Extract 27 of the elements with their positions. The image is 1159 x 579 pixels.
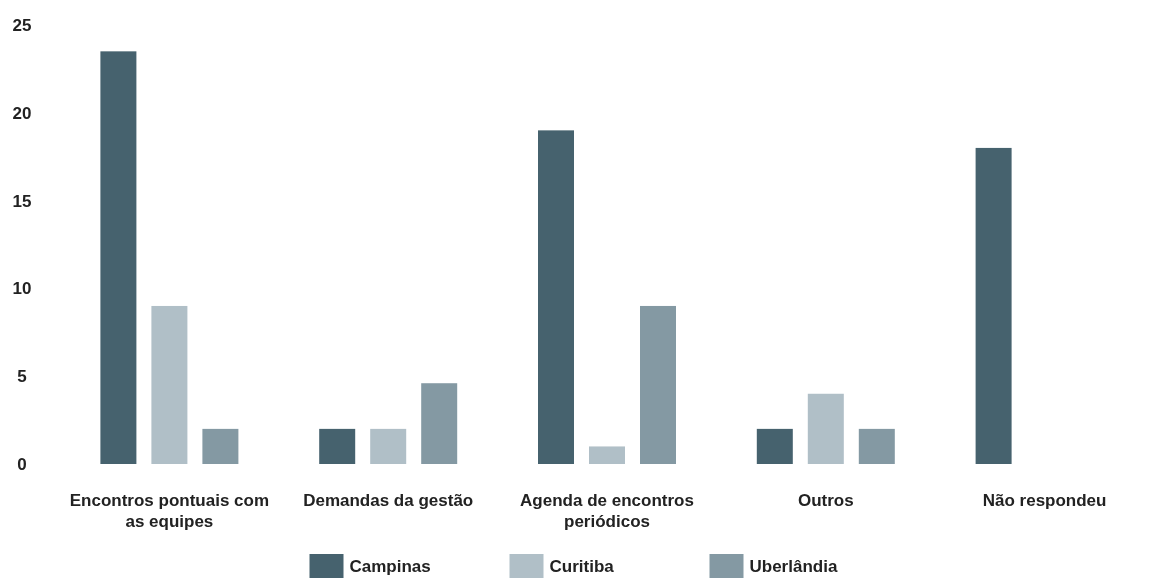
bar — [756, 428, 793, 464]
x-tick-label: Agenda de encontros periódicos — [520, 491, 694, 531]
y-tick-label: 0 — [17, 454, 27, 474]
bar — [100, 51, 137, 464]
bar — [370, 428, 407, 464]
bar — [319, 428, 356, 464]
x-tick-label: Outros — [797, 491, 854, 510]
bar — [975, 147, 1012, 464]
bar — [807, 393, 844, 464]
x-tick-label: Encontros pontuais com as equipes — [69, 491, 270, 531]
y-tick-label: 10 — [12, 279, 32, 299]
x-tick-label: Demandas da gestão — [303, 491, 474, 510]
bar — [538, 130, 574, 464]
bar — [202, 428, 239, 464]
y-tick-label: 5 — [17, 367, 27, 387]
bar — [640, 305, 676, 464]
bar — [421, 383, 458, 464]
bar — [858, 428, 895, 464]
x-tick-label: Não respondeu — [982, 491, 1107, 510]
bar — [151, 305, 188, 464]
y-tick-label: 25 — [12, 15, 32, 35]
legend-label: Uberlândia — [749, 556, 838, 576]
legend-label: Curitiba — [549, 556, 615, 576]
y-tick-label: 15 — [12, 191, 32, 211]
legend-label: Campinas — [349, 556, 431, 576]
y-tick-label: 20 — [12, 103, 32, 123]
bar — [589, 446, 625, 464]
